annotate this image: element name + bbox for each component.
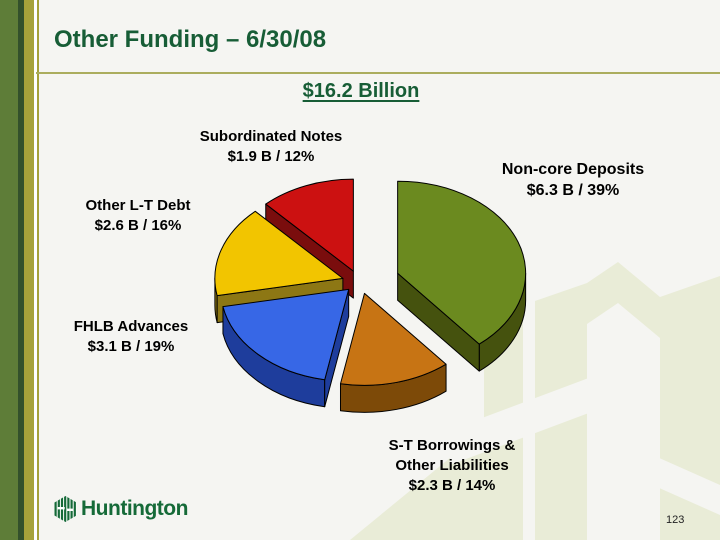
logo-wordmark: Huntington bbox=[81, 497, 188, 520]
huntington-hexagon-icon bbox=[54, 496, 77, 522]
callout-label: Subordinated Notes bbox=[199, 128, 343, 145]
callout-value: $2.6 B / 16% bbox=[94, 217, 182, 234]
callout-value: $3.1 B / 19% bbox=[87, 338, 175, 355]
left-border-olive-bar bbox=[24, 0, 34, 540]
page-title: Other Funding – 6/30/08 bbox=[54, 26, 327, 53]
callout-other-lt-debt: Other L-T Debt $2.6 B / 16% bbox=[86, 196, 191, 236]
callout-label: Non-core Deposits bbox=[501, 161, 645, 178]
left-border-green-bar bbox=[0, 0, 18, 540]
callout-value: $2.3 B / 14% bbox=[408, 477, 496, 494]
chart-total-label: $16.2 Billion bbox=[302, 80, 420, 102]
callout-label2: Other Liabilities bbox=[395, 457, 509, 474]
callout-subordinated-notes: Subordinated Notes $1.9 B / 12% bbox=[200, 127, 343, 167]
callout-label: Other L-T Debt bbox=[85, 197, 191, 214]
callout-non-core-deposits: Non-core Deposits $6.3 B / 39% bbox=[502, 159, 644, 201]
page-number: 123 bbox=[666, 514, 685, 526]
callout-fhlb-advances: FHLB Advances $3.1 B / 19% bbox=[74, 317, 188, 357]
callout-value: $6.3 B / 39% bbox=[526, 182, 620, 199]
left-border-white-gap bbox=[34, 0, 37, 540]
callout-st-borrowings: S-T Borrowings & Other Liabilities $2.3 … bbox=[389, 436, 516, 496]
callout-label: S-T Borrowings & bbox=[388, 437, 516, 454]
huntington-logo: Huntington bbox=[54, 496, 188, 522]
left-border-dark-green-bar bbox=[18, 0, 24, 540]
callout-label: FHLB Advances bbox=[73, 318, 189, 335]
callout-value: $1.9 B / 12% bbox=[227, 148, 315, 165]
header-rule bbox=[36, 72, 720, 74]
left-border-olive-thin-line bbox=[37, 0, 39, 540]
